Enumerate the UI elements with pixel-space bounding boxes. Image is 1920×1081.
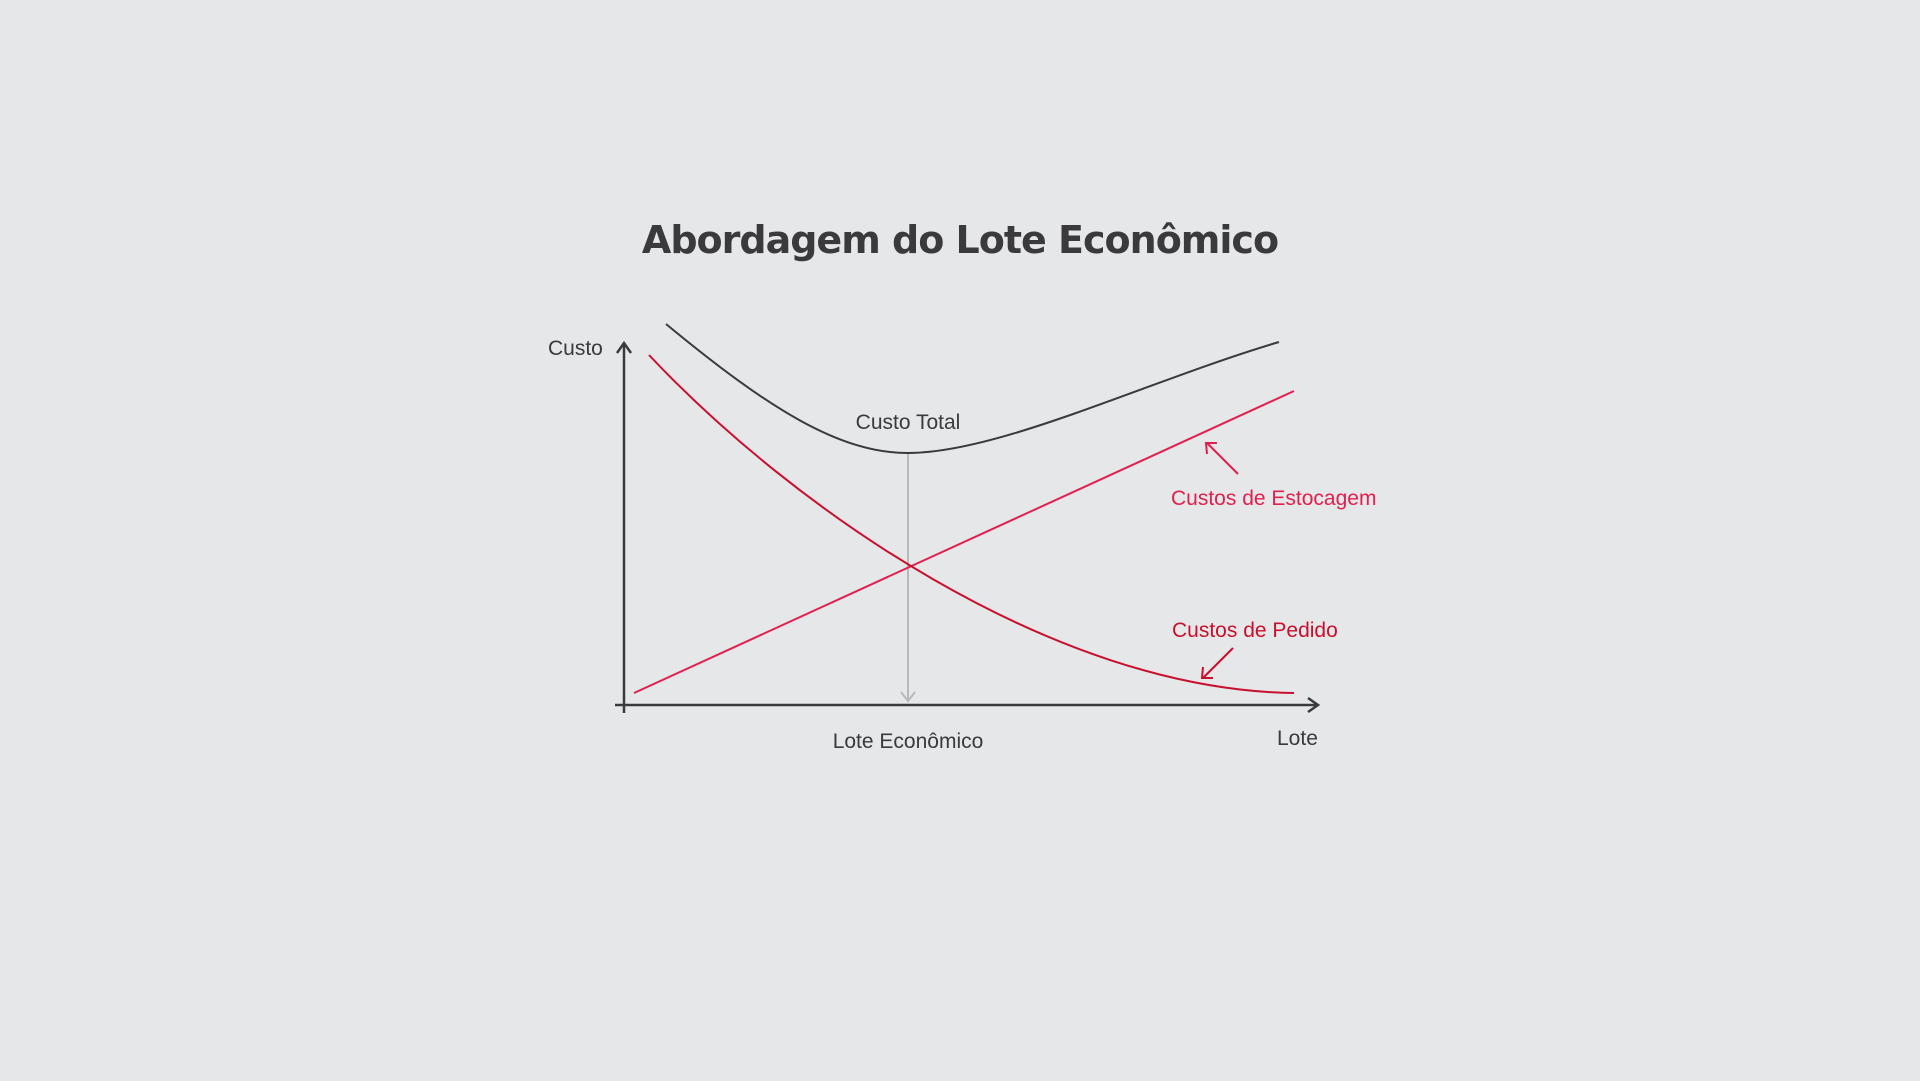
y-axis-arrowhead bbox=[615, 340, 633, 354]
ordering-cost-curve bbox=[648, 354, 1295, 694]
ordering-cost-label: Custos de Pedido bbox=[1172, 619, 1338, 642]
total-cost-curve bbox=[665, 323, 1280, 455]
ordering-cost-pointer-head bbox=[1200, 666, 1213, 679]
x-axis-label: Lote bbox=[1277, 727, 1318, 750]
total-cost-label: Custo Total bbox=[856, 411, 961, 434]
economic-lot-label: Lote Econômico bbox=[833, 730, 984, 753]
page-title: Abordagem do Lote Econômico bbox=[641, 218, 1279, 262]
holding-cost-pointer bbox=[1206, 442, 1239, 475]
holding-cost-label: Custos de Estocagem bbox=[1171, 487, 1376, 510]
y-axis-label: Custo bbox=[548, 337, 603, 360]
x-axis-arrowhead bbox=[1307, 696, 1321, 714]
economic-lot-arrowhead bbox=[900, 691, 916, 703]
holding-cost-pointer-head bbox=[1204, 442, 1217, 455]
ordering-cost-pointer bbox=[1202, 647, 1234, 679]
holding-cost-line bbox=[633, 390, 1295, 694]
